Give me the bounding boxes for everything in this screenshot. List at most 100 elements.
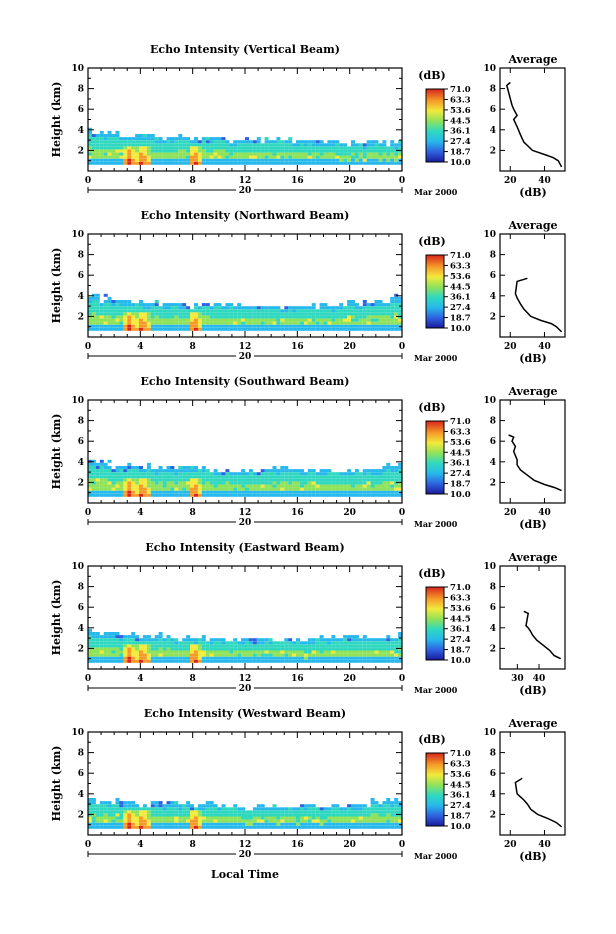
echo-cell — [178, 475, 183, 479]
echo-cell — [229, 810, 234, 814]
echo-cell — [307, 309, 312, 313]
echo-cell — [162, 472, 167, 476]
echo-cell — [358, 804, 363, 808]
echo-cell — [284, 312, 289, 316]
echo-cell — [127, 487, 132, 491]
echo-cell — [358, 493, 363, 497]
echo-cell — [331, 825, 336, 829]
echo-cell — [237, 813, 242, 817]
echo-cell — [170, 152, 175, 156]
echo-cell — [335, 484, 340, 488]
echo-cell — [158, 822, 163, 826]
echo-cell — [272, 810, 277, 814]
echo-cell — [323, 321, 328, 325]
colorbar-level: 53.6 — [450, 604, 471, 614]
echo-cell — [99, 303, 104, 307]
echo-cell — [213, 146, 218, 150]
echo-cell — [370, 813, 375, 817]
echo-cell — [123, 816, 128, 820]
echo-cell — [260, 647, 265, 651]
echo-cell — [366, 472, 371, 476]
echo-cell — [99, 309, 104, 313]
echo-cell — [245, 478, 249, 482]
echo-cell — [217, 146, 222, 150]
echo-cell — [233, 816, 238, 820]
echo-cell — [292, 490, 297, 494]
echo-cell — [296, 816, 300, 820]
echo-cell — [323, 638, 328, 642]
echo-cell — [205, 647, 210, 651]
echo-cell — [225, 807, 230, 811]
echo-cell — [142, 804, 147, 808]
average-profile-line — [508, 434, 562, 492]
echo-cell — [288, 324, 293, 328]
echo-cell — [398, 635, 403, 639]
echo-cell — [115, 155, 120, 159]
echo-cell — [292, 813, 297, 817]
echo-cell — [339, 825, 344, 829]
echo-cell — [398, 638, 403, 642]
echo-cell — [268, 312, 273, 316]
echo-cell — [382, 140, 387, 144]
echo-cell — [335, 475, 340, 479]
echo-cell — [280, 484, 285, 488]
colorbar — [425, 254, 445, 329]
echo-cell — [197, 487, 202, 491]
echo-cell — [166, 487, 171, 491]
echo-cell — [245, 493, 249, 497]
echo-cell — [241, 656, 246, 660]
colorbar-level: 71.0 — [450, 85, 471, 95]
echo-cell — [201, 816, 206, 820]
echo-cell — [280, 487, 285, 491]
echo-cell — [374, 638, 379, 642]
echo-cell — [374, 656, 379, 660]
echo-cell — [213, 484, 218, 488]
echo-cell — [194, 146, 198, 150]
echo-cell — [248, 822, 253, 826]
echo-cell — [158, 152, 163, 156]
echo-cell — [131, 309, 136, 313]
echo-cell — [319, 469, 324, 473]
echo-cell — [162, 312, 167, 316]
echo-cell — [197, 324, 202, 328]
echo-cell — [366, 312, 371, 316]
echo-cell — [296, 152, 300, 156]
echo-cell — [229, 327, 234, 331]
echo-cell — [135, 656, 140, 660]
echo-cell — [201, 161, 206, 165]
echo-cell — [335, 161, 340, 165]
echo-cell — [296, 825, 300, 829]
echo-cell — [197, 653, 202, 657]
echo-cell — [311, 822, 316, 826]
echo-cell — [390, 472, 395, 476]
echo-cell — [323, 312, 328, 316]
echo-cell — [107, 158, 112, 162]
echo-cell — [252, 490, 257, 494]
echo-cell — [205, 306, 210, 310]
echo-cell — [205, 659, 210, 663]
echo-cell — [225, 309, 230, 313]
echo-cell — [347, 146, 352, 150]
echo-cell — [307, 469, 312, 473]
echo-cell — [209, 321, 214, 325]
echo-cell — [170, 327, 175, 331]
colorbar — [425, 88, 445, 163]
echo-cell — [190, 466, 194, 469]
echo-cell — [158, 801, 163, 805]
average-profile-line — [514, 277, 563, 333]
echo-cell — [241, 481, 246, 485]
echo-cell — [241, 327, 246, 331]
echo-cell — [205, 146, 210, 150]
echo-cell — [256, 475, 261, 479]
echo-cell — [307, 656, 312, 660]
echo-cell — [284, 146, 289, 150]
echo-cell — [245, 481, 249, 485]
echo-cell — [319, 158, 324, 162]
echo-cell — [366, 475, 371, 479]
echo-cell — [213, 309, 218, 313]
echo-cell — [229, 315, 234, 319]
echo-cell — [276, 478, 281, 482]
echo-cell — [197, 659, 202, 663]
echo-cell — [339, 641, 344, 645]
echo-cell — [131, 306, 136, 310]
